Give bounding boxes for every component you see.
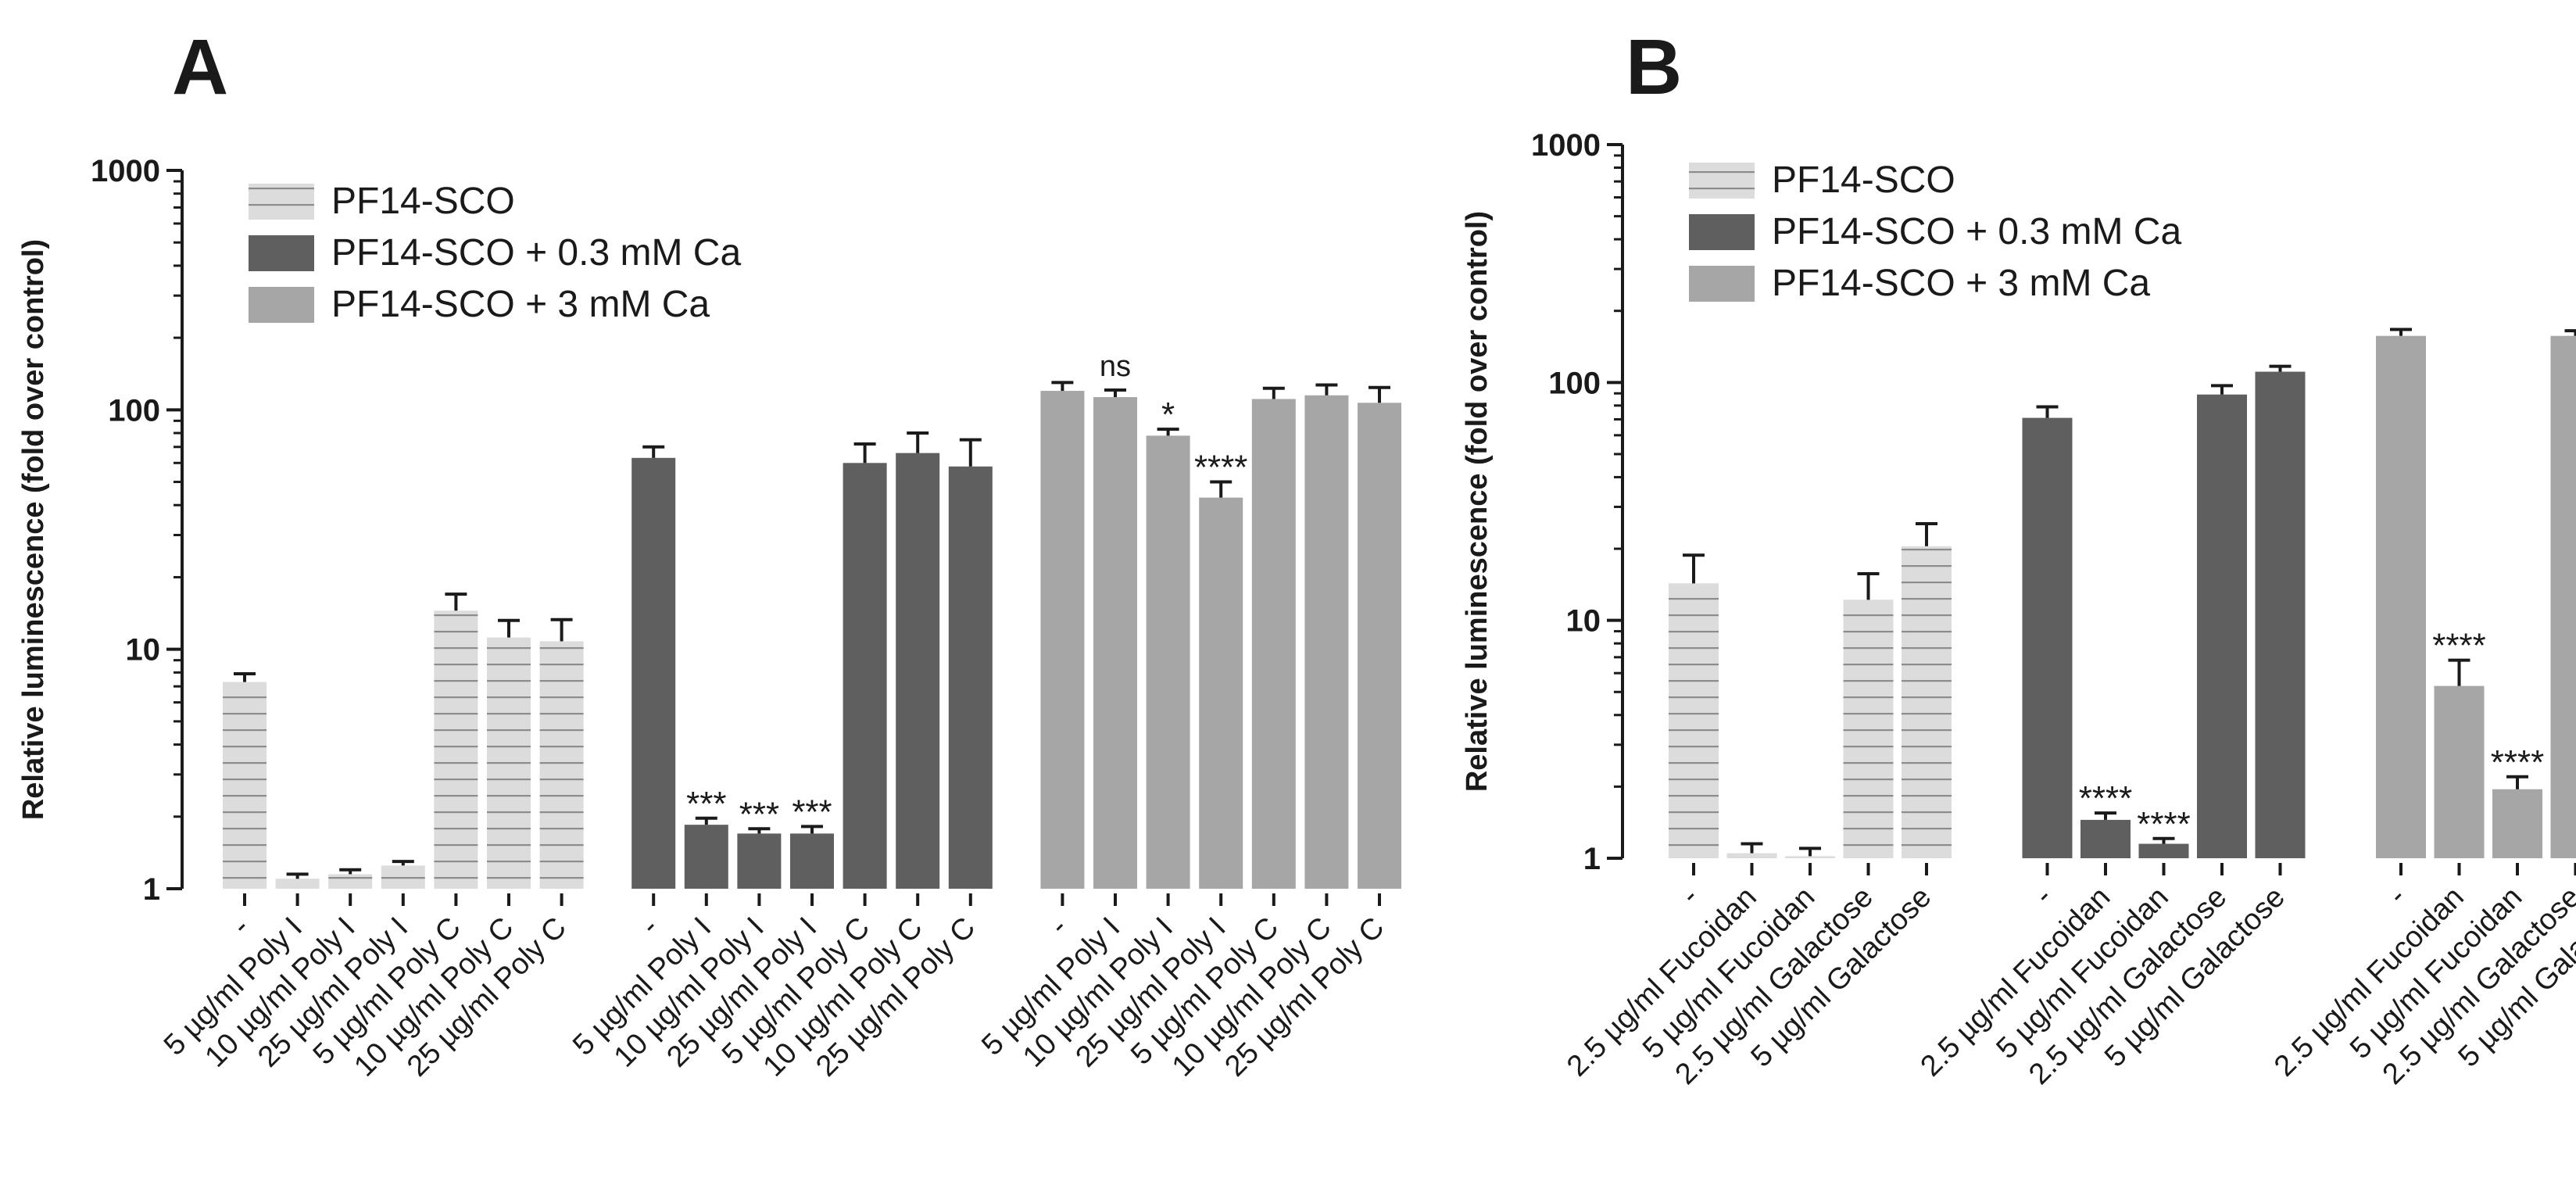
significance-label: * [1161, 396, 1175, 434]
bar [2080, 819, 2131, 858]
bar [1785, 856, 1835, 858]
bar [948, 466, 993, 889]
x-tick-label: - [1043, 911, 1074, 942]
bar [328, 874, 373, 889]
bar [1726, 853, 1777, 858]
bar [1358, 403, 1401, 889]
bar [434, 610, 478, 889]
significance-label: **** [2432, 627, 2486, 665]
panel-a: A Relative luminescence (fold over contro… [17, 23, 1401, 1083]
legend-label: PF14-SCO [1772, 159, 1955, 201]
significance-label: **** [1194, 449, 1248, 487]
bar [737, 833, 782, 889]
legend-swatch [1689, 214, 1755, 250]
legend-label: PF14-SCO [331, 181, 515, 222]
panel-letter: A [172, 23, 228, 111]
bar [896, 453, 940, 889]
y-tick-label: 1000 [1531, 128, 1601, 163]
significance-label: *** [739, 795, 779, 833]
bar [1199, 497, 1243, 889]
legend-label: PF14-SCO + 3 mM Ca [1772, 263, 2150, 304]
bar [631, 457, 676, 889]
legend-swatch [1689, 163, 1755, 199]
legend-label: PF14-SCO + 3 mM Ca [331, 284, 710, 325]
x-tick-label: - [635, 911, 665, 942]
legend-swatch [1689, 266, 1755, 302]
x-tick-label: - [2382, 881, 2413, 911]
bar [2138, 843, 2189, 858]
y-tick-label: 10 [126, 633, 161, 668]
bar [1251, 399, 1296, 889]
panel-b: B Relative luminescence (fold over contro… [1461, 23, 2576, 1091]
bar [2550, 335, 2576, 858]
bar [790, 833, 834, 889]
bar [381, 865, 425, 889]
bar [1146, 435, 1190, 889]
bar [2022, 417, 2073, 858]
bar [487, 637, 531, 889]
significance-label: **** [2079, 779, 2133, 818]
bar [843, 463, 887, 889]
bar [2376, 335, 2426, 858]
significance-label: *** [792, 793, 832, 831]
significance-label: *** [686, 785, 726, 823]
x-tick-label: - [2028, 881, 2059, 911]
bar [1040, 391, 1085, 889]
legend-swatch [249, 287, 314, 323]
panel-letter: B [1626, 23, 1682, 111]
legend-label: PF14-SCO + 0.3 mM Ca [331, 232, 741, 274]
bar [684, 825, 728, 889]
y-tick-label: 1 [143, 872, 160, 907]
y-tick-label: 100 [1548, 366, 1601, 400]
bar [2434, 685, 2485, 858]
legend-swatch [249, 184, 314, 220]
bar [2197, 394, 2247, 859]
y-tick-label: 10 [1566, 604, 1601, 639]
significance-label: **** [2137, 805, 2191, 843]
y-axis-label: Relative luminescence (fold over control… [1461, 211, 1494, 792]
bar [539, 641, 584, 889]
y-tick-label: 1000 [91, 154, 160, 188]
bar [223, 682, 267, 889]
y-tick-label: 100 [108, 393, 160, 428]
legend-swatch [249, 235, 314, 271]
bar [2492, 789, 2542, 858]
bar [1669, 583, 1719, 858]
x-tick-label: - [226, 911, 256, 942]
x-tick-label: - [1675, 881, 1705, 911]
significance-label: ns [1100, 350, 1131, 383]
significance-label: **** [2491, 743, 2545, 782]
bar [1304, 395, 1349, 889]
bar [2255, 371, 2306, 858]
bar [1902, 546, 1952, 858]
bar [1093, 397, 1137, 890]
y-axis-label: Relative luminescence (fold over control… [17, 239, 50, 820]
y-tick-label: 1 [1583, 842, 1601, 876]
bar [1843, 600, 1894, 858]
bar [275, 879, 320, 889]
legend-label: PF14-SCO + 0.3 mM Ca [1772, 211, 2181, 252]
